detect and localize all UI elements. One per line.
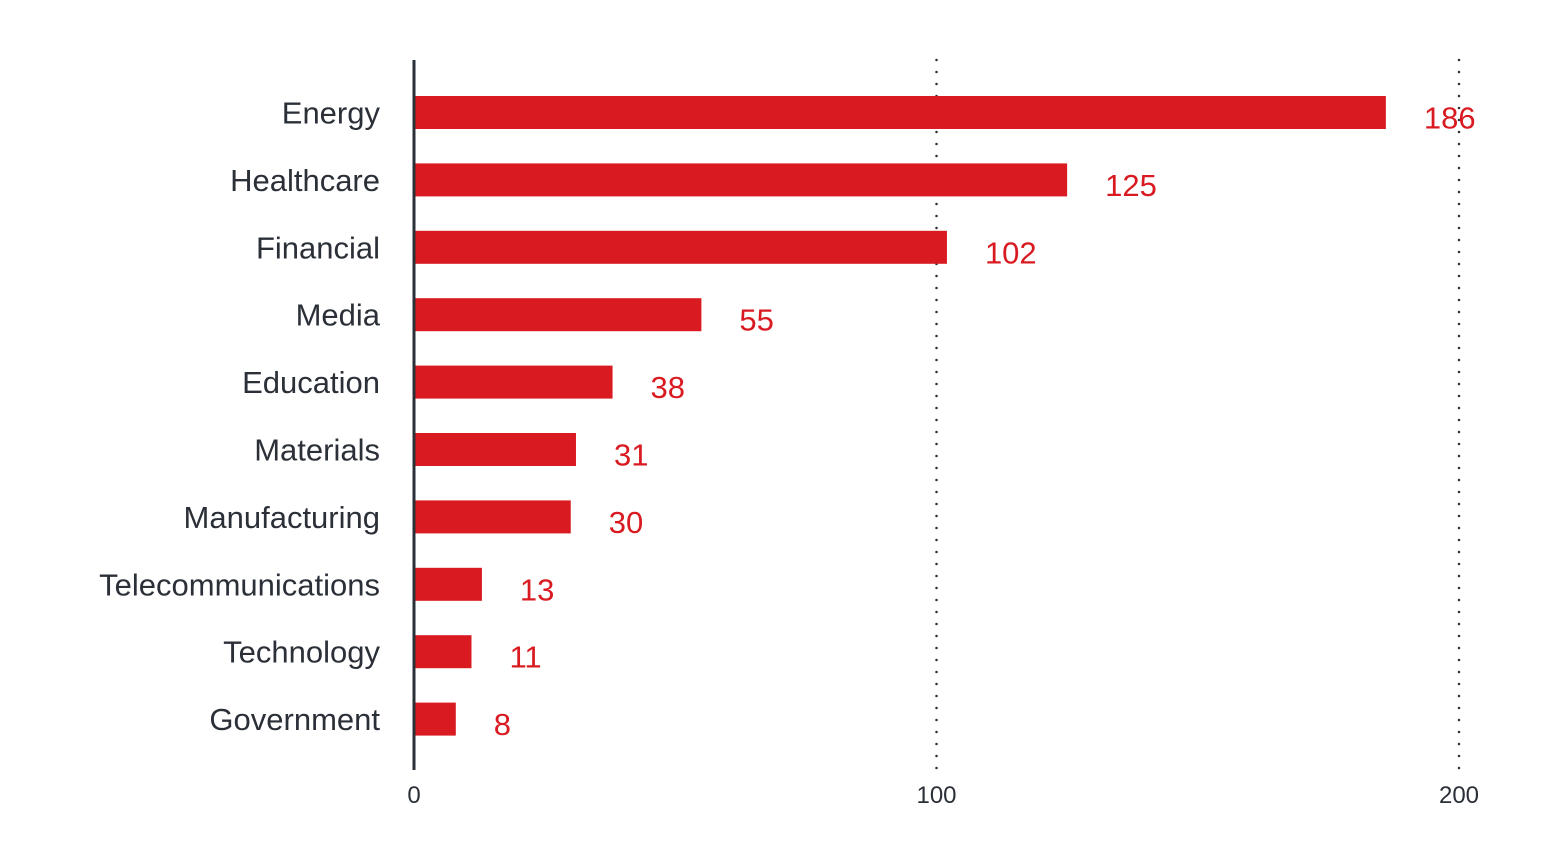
value-label: 55 bbox=[739, 303, 773, 338]
value-label: 31 bbox=[614, 438, 648, 473]
bar-materials bbox=[414, 433, 576, 466]
category-label: Technology bbox=[223, 635, 380, 670]
value-label: 186 bbox=[1424, 101, 1476, 136]
bar-government bbox=[414, 702, 456, 736]
category-label: Healthcare bbox=[230, 163, 380, 198]
bar-education bbox=[414, 365, 613, 399]
bar-manufacturing bbox=[414, 500, 571, 534]
category-label: Manufacturing bbox=[184, 500, 380, 535]
bar-technology bbox=[414, 635, 472, 669]
bar-financial bbox=[414, 230, 947, 264]
category-label: Government bbox=[209, 702, 380, 737]
category-label: Energy bbox=[282, 96, 381, 131]
value-label: 38 bbox=[651, 370, 685, 405]
value-label: 30 bbox=[609, 505, 643, 540]
category-label: Materials bbox=[254, 433, 380, 468]
bar-telecommunications bbox=[414, 567, 482, 601]
category-label: Education bbox=[242, 365, 380, 400]
category-label: Financial bbox=[256, 230, 380, 265]
value-label: 11 bbox=[509, 640, 541, 675]
bar-media bbox=[414, 298, 702, 332]
bar-healthcare bbox=[414, 163, 1068, 197]
x-tick-label: 100 bbox=[916, 782, 956, 809]
category-label: Media bbox=[296, 298, 381, 333]
bar-energy bbox=[414, 96, 1386, 129]
value-label: 8 bbox=[494, 707, 511, 742]
value-label: 13 bbox=[520, 572, 554, 607]
x-tick-label: 200 bbox=[1439, 782, 1479, 809]
value-label: 102 bbox=[985, 235, 1037, 270]
x-tick-label: 0 bbox=[407, 782, 420, 809]
value-label: 125 bbox=[1105, 168, 1157, 203]
category-label: Telecommunications bbox=[99, 567, 380, 602]
